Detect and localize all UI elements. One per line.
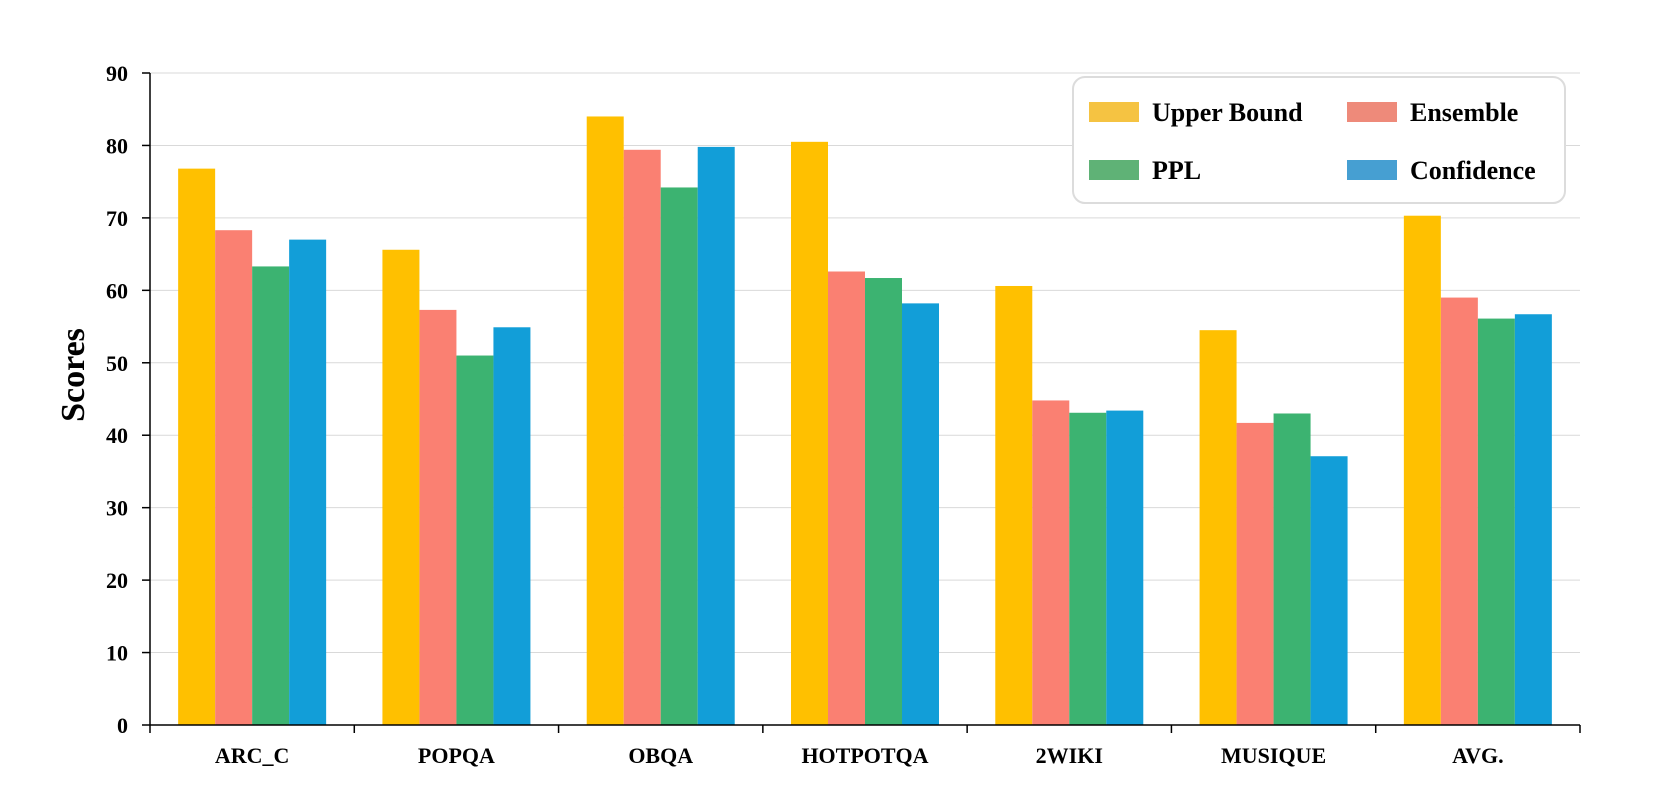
legend-swatch-confidence — [1347, 160, 1397, 180]
bar-confidence-2wiki — [1106, 410, 1144, 725]
legend-box — [1072, 76, 1566, 204]
bar-ensemble-2wiki — [1032, 400, 1070, 725]
legend-label-ensemble: Ensemble — [1410, 98, 1518, 127]
bar-upper-bound-musique — [1199, 330, 1237, 725]
bar-ppl-avg- — [1477, 318, 1515, 725]
legend-swatch-upper-bound — [1089, 102, 1139, 122]
x-tick-label: MUSIQUE — [1221, 743, 1326, 768]
x-tick-label: HOTPOTQA — [801, 743, 928, 768]
legend-swatch-ensemble — [1347, 102, 1397, 122]
bar-ppl-obqa — [660, 187, 698, 725]
y-tick-label: 20 — [106, 568, 128, 593]
bar-confidence-obqa — [697, 146, 735, 726]
bar-ppl-popqa — [456, 355, 494, 725]
y-tick-label: 70 — [106, 206, 128, 231]
bar-confidence-popqa — [493, 327, 531, 725]
bar-ensemble-arc-c — [215, 230, 253, 725]
bar-upper-bound-arc-c — [178, 168, 216, 726]
bar-ppl-2wiki — [1069, 412, 1107, 725]
y-tick-label: 60 — [106, 278, 128, 303]
legend-label-ppl: PPL — [1152, 156, 1201, 185]
y-tick-label: 10 — [106, 641, 128, 666]
bar-ppl-musique — [1273, 413, 1311, 725]
bar-confidence-arc-c — [289, 239, 327, 725]
x-tick-label: ARC_C — [215, 743, 290, 768]
y-tick-label: 90 — [106, 61, 128, 86]
legend-label-confidence: Confidence — [1410, 156, 1536, 185]
y-tick-label: 0 — [117, 713, 128, 738]
bar-ensemble-musique — [1236, 422, 1274, 725]
y-tick-label: 50 — [106, 351, 128, 376]
bar-upper-bound-2wiki — [995, 285, 1033, 725]
bar-ensemble-avg- — [1440, 297, 1478, 725]
bar-confidence-avg- — [1514, 314, 1552, 725]
x-tick-label: POPQA — [418, 743, 495, 768]
bar-ppl-arc-c — [252, 266, 290, 725]
legend-swatch-ppl — [1089, 160, 1139, 180]
bar-upper-bound-avg- — [1403, 215, 1441, 725]
tick-labels: 0 10 20 30 40 50 60 70 80 90 ARC_C POPQA OBQA HOTPOTQ… — [106, 61, 1504, 768]
x-tick-label: 2WIKI — [1036, 743, 1103, 768]
y-tick-label: 80 — [106, 133, 128, 158]
x-tick-label: OBQA — [628, 743, 693, 768]
bar-ensemble-hotpotqa — [828, 271, 865, 725]
y-tick-label: 40 — [106, 423, 128, 448]
bar-ppl-hotpotqa — [865, 278, 902, 725]
legend: Upper Bound Ensemble PPL Confidence — [1072, 76, 1566, 204]
bar-upper-bound-popqa — [382, 249, 420, 725]
bar-ensemble-obqa — [623, 149, 661, 725]
y-axis-title: Scores — [55, 328, 92, 422]
bars — [178, 116, 1552, 726]
bar-ensemble-popqa — [419, 309, 457, 725]
y-tick-label: 30 — [106, 496, 128, 521]
x-tick-label: AVG. — [1452, 743, 1504, 768]
bar-upper-bound-obqa — [586, 116, 624, 725]
bar-confidence-hotpotqa — [902, 303, 939, 725]
legend-label-upper-bound: Upper Bound — [1152, 98, 1303, 127]
bar-confidence-musique — [1310, 456, 1348, 725]
axes — [142, 72, 1581, 733]
bar-upper-bound-hotpotqa — [791, 141, 828, 726]
